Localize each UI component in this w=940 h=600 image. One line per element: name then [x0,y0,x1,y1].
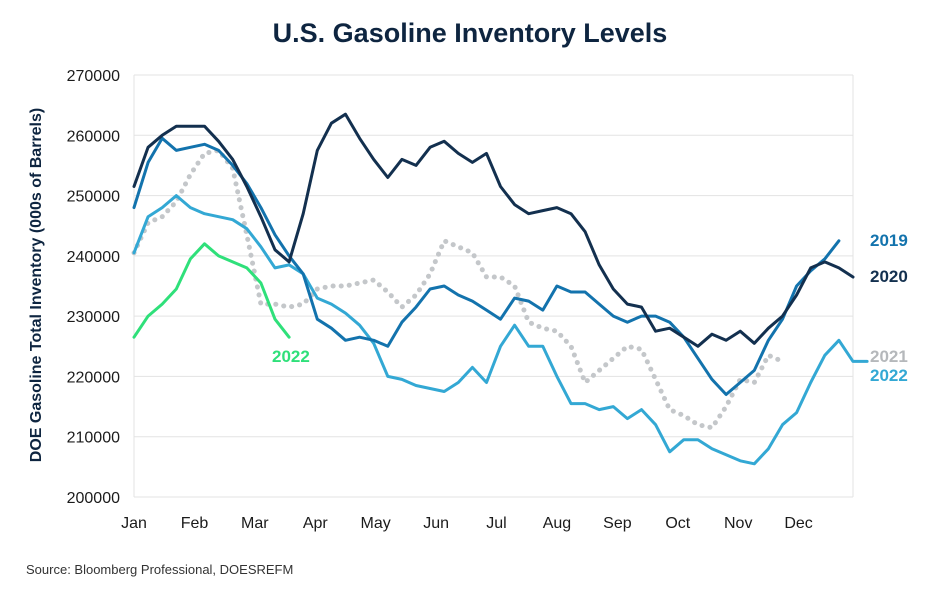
y-tick-label: 250000 [67,189,120,206]
x-tick-label: Sep [603,515,632,532]
series-label-2022: 2022 [272,347,310,366]
series-label-2022: 2022 [870,366,908,385]
y-tick-labels: 200000 210000 220000 230000 240000 250000 2600… [67,68,120,507]
series-line-2022 [132,242,291,339]
series-line-2022-b [132,194,869,466]
x-tick-label: Oct [665,515,690,532]
y-tick-label: 240000 [67,249,120,266]
series-line-2021 [131,147,785,431]
series-label-2020: 2020 [870,267,908,286]
y-tick-label: 230000 [67,309,120,326]
y-tick-label: 220000 [67,369,120,386]
x-tick-label: Aug [543,515,571,532]
x-tick-label: Jul [486,515,506,532]
y-axis-label: DOE Gasoline Total Inventory (000s of Ba… [28,108,45,462]
x-tick-label: Jan [121,515,147,532]
y-tick-label: 270000 [67,68,120,85]
x-tick-label: Nov [724,515,752,532]
series-label-2021: 2021 [870,347,908,366]
y-tick-label: 260000 [67,128,120,145]
x-tick-labels: Jan Feb Mar Apr May Jun Jul Aug Sep Oct Nov Dec [121,515,813,532]
x-tick-label: Feb [181,515,209,532]
grid-lines [133,74,854,498]
series-line-2020 [132,112,855,348]
series-lines [131,112,869,466]
y-tick-label: 210000 [67,430,120,447]
series-label-2019: 2019 [870,231,908,250]
y-tick-label: 200000 [67,490,120,507]
source-note: Source: Bloomberg Professional, DOESREFM [26,562,294,577]
x-tick-label: Dec [784,515,812,532]
x-tick-label: Mar [241,515,269,532]
series-line-2019 [132,136,841,396]
x-tick-label: Jun [423,515,449,532]
chart-title: U.S. Gasoline Inventory Levels [272,18,668,48]
x-tick-label: Apr [303,515,329,532]
x-tick-label: May [361,515,391,532]
